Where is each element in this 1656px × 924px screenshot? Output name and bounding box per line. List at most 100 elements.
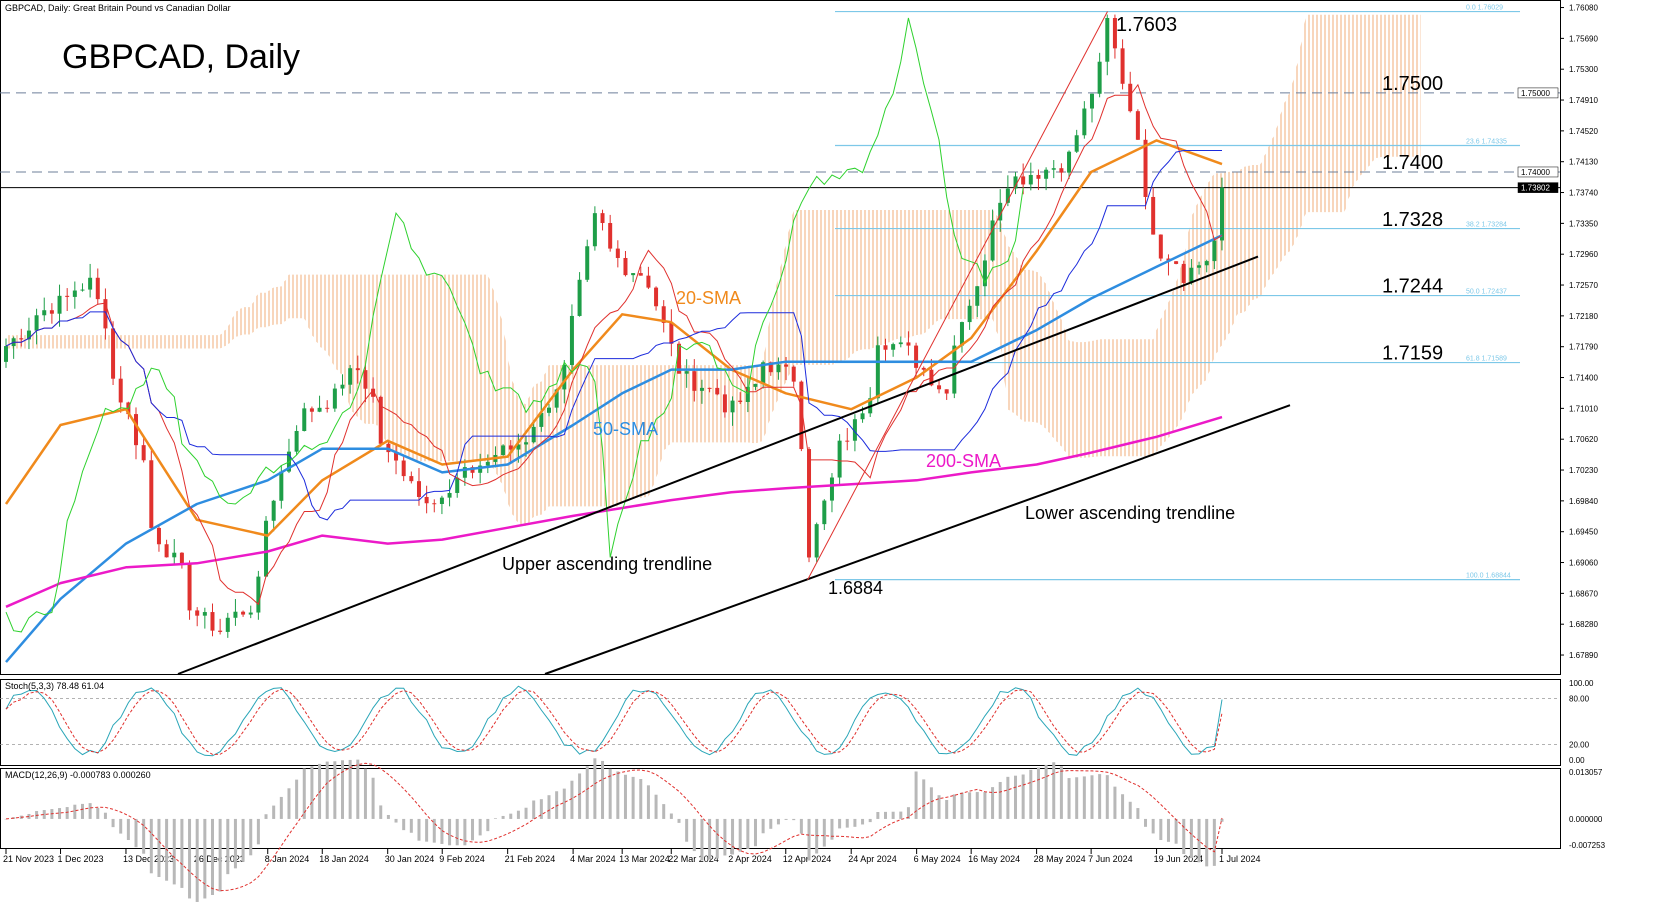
candle-body <box>264 520 269 577</box>
macd-histogram-bar <box>379 805 383 819</box>
macd-histogram-bar <box>210 818 214 895</box>
macd-histogram-bar <box>195 818 199 902</box>
trendlines <box>177 11 1291 675</box>
macd-histogram-bar <box>830 818 834 840</box>
macd-histogram-bar <box>1113 786 1117 819</box>
date-tick-label: 6 May 2024 <box>914 854 961 864</box>
candle-body <box>975 286 980 306</box>
macd-histogram-bar <box>585 766 589 819</box>
stoch-k-line <box>5 685 1223 757</box>
candle-body <box>271 500 276 521</box>
macd-histogram-bar <box>532 800 536 819</box>
macd-histogram-bar <box>1006 776 1010 819</box>
price-tick-label: 1.70230 <box>1569 466 1598 475</box>
macd-histogram-bar <box>1189 818 1193 859</box>
macd-histogram-bar <box>203 818 207 899</box>
candle-body <box>1174 261 1179 264</box>
macd-histogram-bar <box>799 818 803 834</box>
candle-body <box>1197 265 1202 268</box>
annotation-labels: 1.7603 1.6884 20-SMA 50-SMA 200-SMA Upper asc… <box>502 14 1443 598</box>
macd-histogram-bar <box>654 794 658 819</box>
candle-body <box>837 440 842 478</box>
candle-body <box>294 430 299 452</box>
candle-body <box>355 368 360 371</box>
macd-histogram-bar <box>601 760 605 819</box>
price-tag-17500: 1.75000 <box>1521 89 1550 98</box>
candle-body <box>516 444 521 450</box>
series-line-20-sma <box>4 139 1223 537</box>
macd-histogram-bar <box>1136 808 1140 819</box>
candle-body <box>1036 174 1041 179</box>
macd-histogram-bar <box>822 818 826 847</box>
candle-body <box>57 295 62 314</box>
candle-body <box>378 396 383 444</box>
price-tick-label: 1.72960 <box>1569 250 1598 259</box>
macd-histogram-bar <box>96 807 100 819</box>
sma50-label: 50-SMA <box>593 419 658 439</box>
macd-histogram-bar <box>922 779 926 819</box>
candle-body <box>394 452 399 461</box>
candle-body <box>4 346 8 362</box>
candle-body <box>715 387 720 395</box>
candle-body <box>317 407 322 412</box>
current-price-tag: 1.73802 <box>1521 184 1550 193</box>
candle-body <box>1128 83 1133 112</box>
date-tick-label: 8 Jan 2024 <box>265 854 310 864</box>
candle-body <box>256 576 261 613</box>
macd-histogram-bar <box>700 818 704 861</box>
macd-histogram-bar <box>333 761 337 819</box>
candle-body <box>768 362 773 373</box>
macd-histogram-bar <box>945 799 949 819</box>
candle-body <box>34 315 39 331</box>
macd-histogram-bar <box>218 818 222 892</box>
candle-body <box>1151 196 1156 235</box>
candle-body <box>1097 61 1102 94</box>
candle-body <box>646 275 651 288</box>
level-label: 1.7244 <box>1382 275 1443 297</box>
price-tag-17400: 1.74000 <box>1521 168 1550 177</box>
candle-body <box>134 414 139 446</box>
price-tick-label: 1.74130 <box>1569 158 1598 167</box>
macd-histogram-bar <box>578 773 582 819</box>
macd-histogram-bar <box>486 818 490 832</box>
cloud-band <box>6 14 1421 527</box>
price-tick-label: 1.74910 <box>1569 96 1598 105</box>
candle-body <box>898 342 903 345</box>
candle-body <box>638 273 643 276</box>
macd-histogram-bar <box>883 811 887 819</box>
price-tick-label: 1.68670 <box>1569 589 1598 598</box>
date-tick-label: 21 Nov 2023 <box>3 854 54 864</box>
macd-histogram-bar <box>960 792 964 819</box>
macd-histogram-bar <box>1098 774 1102 819</box>
candle-body <box>1189 267 1194 283</box>
candle-body <box>88 277 93 290</box>
date-tick-label: 19 Jun 2024 <box>1154 854 1204 864</box>
candle-body <box>730 400 735 413</box>
macd-histogram-bar <box>968 792 972 819</box>
candle-body <box>202 612 207 616</box>
macd-histogram-bar <box>1174 818 1178 844</box>
candle-body <box>990 220 995 261</box>
fib-label: 23.6 1.74335 <box>1466 138 1507 145</box>
candle-body <box>1112 17 1117 49</box>
macd-histogram-bar <box>440 818 444 844</box>
candle-body <box>241 611 246 615</box>
candle-body <box>225 617 230 632</box>
candle-body <box>187 563 192 611</box>
macd-histogram-bar <box>27 813 31 819</box>
candle-body <box>791 366 796 382</box>
candle-body <box>891 344 896 350</box>
macd-histogram-bar <box>73 804 77 819</box>
candle-body <box>600 213 605 224</box>
macd-histogram-bar <box>761 818 765 834</box>
stoch-panel-frame <box>0 679 1561 766</box>
candle-body <box>439 497 444 504</box>
candle-body <box>562 364 567 390</box>
macd-histogram-bar <box>876 812 880 819</box>
macd-histogram-bar <box>853 818 857 827</box>
candle-body <box>172 552 177 558</box>
macd-histogram-bar <box>715 818 719 859</box>
candle-body <box>141 445 146 461</box>
macd-histogram-bar <box>639 778 643 819</box>
level-label: 1.7328 <box>1382 209 1443 231</box>
